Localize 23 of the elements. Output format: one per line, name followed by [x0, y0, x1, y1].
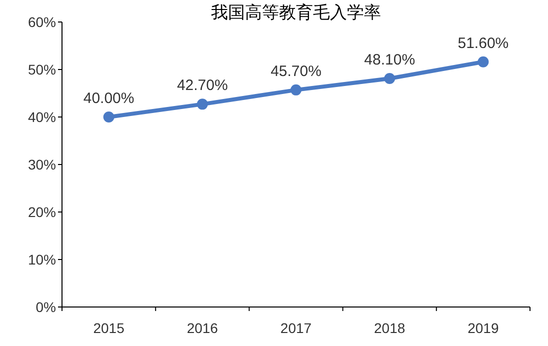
y-tick-label: 0% — [36, 299, 56, 315]
point — [290, 84, 302, 96]
data-label: 45.70% — [270, 62, 322, 80]
data-label: 51.60% — [458, 34, 509, 52]
x-tick-label: 2017 — [280, 320, 312, 336]
y-tick-label: 20% — [28, 204, 56, 220]
point — [103, 112, 114, 122]
x-tick-label: 2015 — [93, 320, 125, 336]
title: 我国高等教育毛入学率 — [211, 3, 381, 23]
data-label: 40.00% — [83, 90, 134, 107]
x-tick-label: 2019 — [468, 320, 499, 336]
x-tick-label: 2016 — [186, 320, 218, 336]
point — [196, 98, 208, 110]
y-tick-label: 10% — [28, 252, 56, 268]
point — [384, 73, 396, 84]
y-tick-label: 50% — [28, 62, 56, 78]
data-label: 48.10% — [364, 52, 416, 69]
y-tick-label: 30% — [28, 156, 56, 172]
point — [478, 56, 489, 68]
y-tick-label: 40% — [28, 109, 56, 125]
data-label: 42.70% — [176, 77, 228, 94]
y-tick-label: 60% — [28, 14, 56, 30]
x-tick-label: 2018 — [374, 320, 406, 336]
